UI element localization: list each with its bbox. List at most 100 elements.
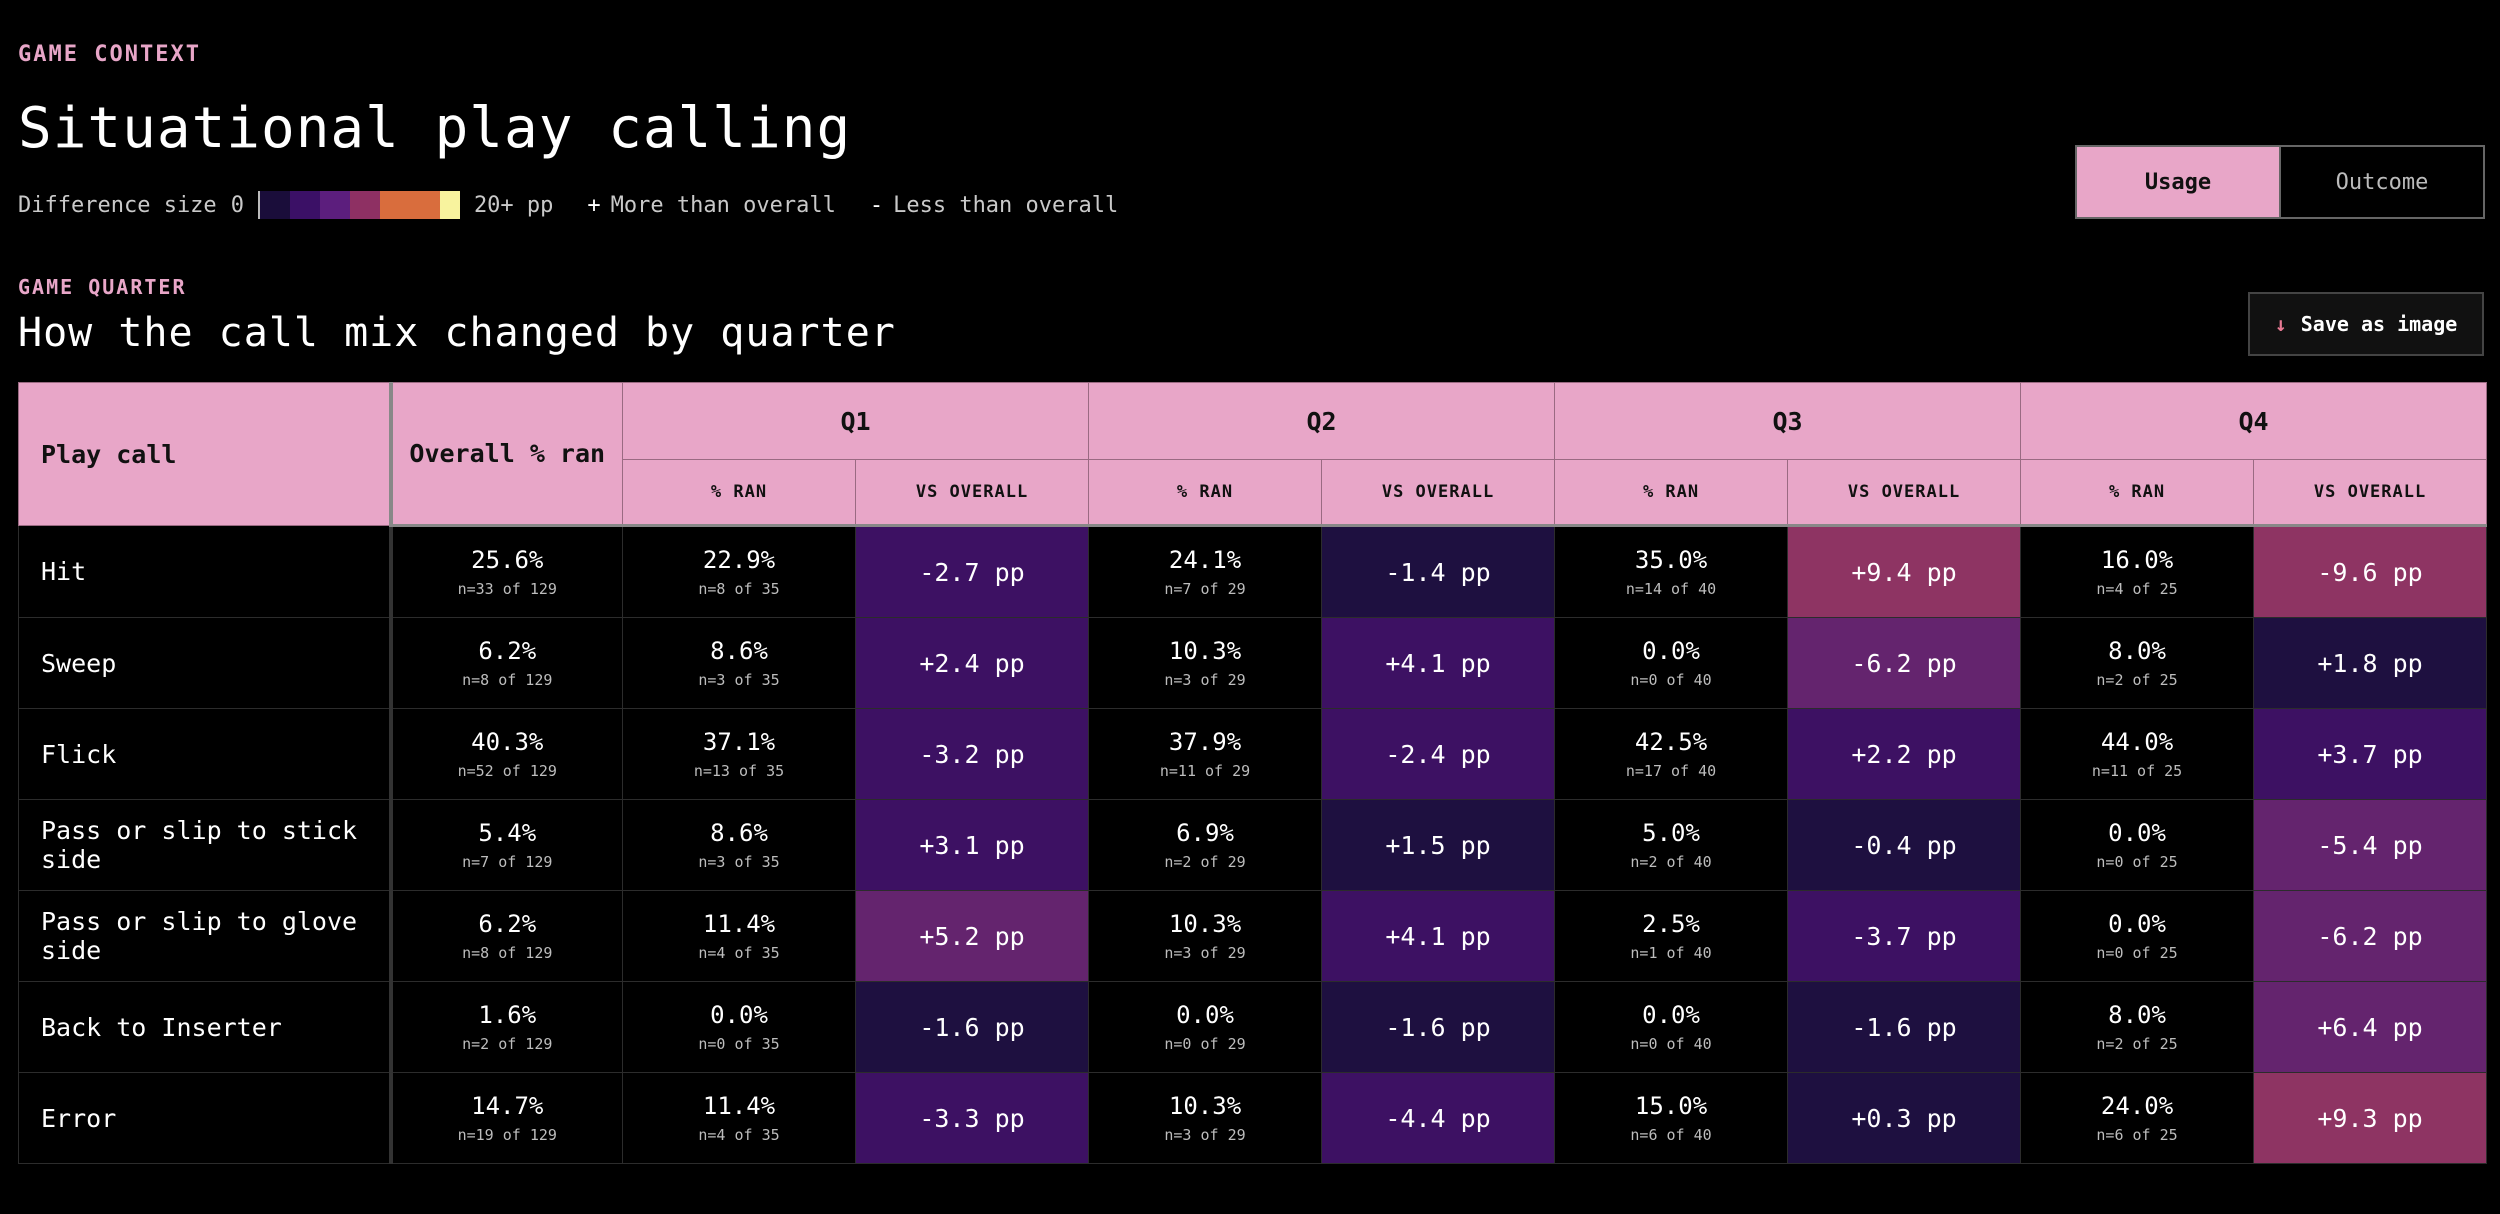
- vs-overall-cell: -1.4 pp: [1321, 525, 1556, 618]
- plus-icon: +: [587, 192, 601, 218]
- overall-pct: 40.3%: [471, 728, 544, 756]
- play-call-label: Pass or slip to glove side: [18, 890, 393, 982]
- quarter-sample: n=3 of 29: [1164, 1126, 1246, 1144]
- quarter-pct: 0.0%: [2108, 819, 2166, 847]
- quarter-pct-cell: 6.9% n=2 of 29: [1088, 799, 1323, 891]
- vs-overall-cell: -9.6 pp: [2253, 525, 2488, 618]
- vs-overall-cell: +4.1 pp: [1321, 890, 1556, 982]
- legend-less-label: Less than overall: [893, 192, 1119, 218]
- legend-min: 0: [230, 192, 244, 218]
- vs-overall-cell: -2.7 pp: [854, 525, 1090, 618]
- vs-overall-cell: +1.8 pp: [2253, 617, 2488, 709]
- quarter-pct-cell: 16.0% n=4 of 25: [2020, 525, 2255, 618]
- vs-overall-cell: +9.3 pp: [2253, 1072, 2488, 1164]
- context-eyebrow: GAME CONTEXT: [18, 42, 201, 67]
- subheader-vs-overall: VS OVERALL: [1321, 459, 1556, 527]
- quarter-sample: n=4 of 35: [698, 1126, 780, 1144]
- quarter-pct: 2.5%: [1642, 910, 1700, 938]
- play-call-label: Hit: [18, 525, 393, 618]
- quarter-pct-cell: 0.0% n=0 of 35: [622, 981, 856, 1073]
- quarter-pct: 16.0%: [2100, 546, 2174, 574]
- vs-overall-cell: +6.4 pp: [2253, 981, 2488, 1073]
- quarter-pct-cell: 42.5% n=17 of 40: [1554, 708, 1789, 800]
- save-button-label: Save as image: [2300, 312, 2458, 336]
- overall-sample: n=19 of 129: [457, 1126, 557, 1144]
- header-q3: Q3: [1554, 382, 2022, 460]
- quarter-pct: 8.6%: [710, 819, 768, 847]
- header-q4: Q4: [2020, 382, 2488, 460]
- table-row: Flick 40.3% n=52 of 129 37.1% n=13 of 35 -3.2…: [18, 708, 2488, 800]
- quarter-pct-cell: 2.5% n=1 of 40: [1554, 890, 1789, 982]
- quarter-pct: 37.9%: [1168, 728, 1242, 756]
- overall-sample: n=7 of 129: [462, 853, 553, 871]
- quarter-sample: n=13 of 35: [693, 762, 785, 780]
- toggle-outcome[interactable]: Outcome: [2279, 147, 2483, 217]
- quarter-pct-cell: 35.0% n=14 of 40: [1554, 525, 1789, 618]
- difference-legend: Difference size 0 20+ pp + More than ove…: [18, 190, 1118, 220]
- overall-sample: n=8 of 129: [462, 671, 553, 689]
- subheader-vs-overall: VS OVERALL: [854, 459, 1090, 527]
- quarter-sample: n=0 of 29: [1164, 1035, 1246, 1053]
- quarter-pct-cell: 0.0% n=0 of 25: [2020, 890, 2255, 982]
- overall-cell: 6.2% n=8 of 129: [390, 890, 623, 982]
- legend-swatch: [439, 191, 460, 219]
- legend-max: 20+ pp: [473, 192, 554, 218]
- vs-overall-cell: +9.4 pp: [1787, 525, 2022, 618]
- quarter-pct: 0.0%: [710, 1001, 768, 1029]
- quarter-pct: 0.0%: [1642, 637, 1700, 665]
- overall-cell: 6.2% n=8 of 129: [390, 617, 623, 709]
- overall-cell: 1.6% n=2 of 129: [390, 981, 623, 1073]
- quarter-pct-cell: 37.9% n=11 of 29: [1088, 708, 1323, 800]
- quarter-pct-cell: 0.0% n=0 of 40: [1554, 617, 1789, 709]
- quarter-pct-cell: 0.0% n=0 of 25: [2020, 799, 2255, 891]
- vs-overall-cell: -6.2 pp: [1787, 617, 2022, 709]
- quarter-pct: 0.0%: [1642, 1001, 1700, 1029]
- subheader-pct-ran: % RAN: [1088, 459, 1323, 527]
- header-overall: Overall % ran: [390, 382, 623, 527]
- toggle-usage[interactable]: Usage: [2077, 147, 2279, 217]
- legend-label: Difference size: [18, 192, 217, 218]
- quarter-pct-cell: 8.6% n=3 of 35: [622, 617, 856, 709]
- quarter-pct: 10.3%: [1168, 910, 1242, 938]
- quarter-pct: 0.0%: [2108, 910, 2166, 938]
- table-row: Back to Inserter 1.6% n=2 of 129 0.0% n=0 of…: [18, 981, 2488, 1073]
- overall-cell: 40.3% n=52 of 129: [390, 708, 623, 800]
- play-call-label: Sweep: [18, 617, 393, 709]
- quarter-pct-cell: 37.1% n=13 of 35: [622, 708, 856, 800]
- vs-overall-cell: +2.2 pp: [1787, 708, 2022, 800]
- quarter-sample: n=0 of 40: [1630, 1035, 1712, 1053]
- subheader-vs-overall: VS OVERALL: [2253, 459, 2488, 527]
- quarter-sample: n=6 of 40: [1630, 1126, 1712, 1144]
- legend-swatch: [379, 191, 410, 219]
- quarter-pct: 10.3%: [1168, 1092, 1242, 1120]
- legend-swatch: [409, 191, 440, 219]
- quarter-pct-cell: 22.9% n=8 of 35: [622, 525, 856, 618]
- legend-swatch: [319, 191, 350, 219]
- quarter-pct: 11.4%: [702, 1092, 776, 1120]
- quarter-sample: n=0 of 25: [2096, 944, 2178, 962]
- overall-pct: 1.6%: [478, 1001, 537, 1029]
- quarter-pct: 0.0%: [1176, 1001, 1234, 1029]
- quarter-pct-cell: 11.4% n=4 of 35: [622, 1072, 856, 1164]
- overall-sample: n=52 of 129: [457, 762, 557, 780]
- subheader-pct-ran: % RAN: [1554, 459, 1789, 527]
- section-eyebrow: GAME QUARTER: [18, 275, 187, 299]
- quarter-pct-cell: 44.0% n=11 of 25: [2020, 708, 2255, 800]
- table-row: Pass or slip to stick side 5.4% n=7 of 129…: [18, 799, 2488, 891]
- quarter-pct-cell: 15.0% n=6 of 40: [1554, 1072, 1789, 1164]
- page-title: Situational play calling: [18, 96, 852, 161]
- quarter-sample: n=11 of 29: [1159, 762, 1251, 780]
- vs-overall-cell: +1.5 pp: [1321, 799, 1556, 891]
- quarter-sample: n=7 of 29: [1164, 580, 1246, 598]
- vs-overall-cell: +3.7 pp: [2253, 708, 2488, 800]
- save-as-image-button[interactable]: ↓ Save as image: [2248, 292, 2484, 356]
- vs-overall-cell: -3.3 pp: [854, 1072, 1090, 1164]
- quarter-pct-cell: 24.1% n=7 of 29: [1088, 525, 1323, 618]
- quarter-pct: 11.4%: [702, 910, 776, 938]
- vs-overall-cell: -2.4 pp: [1321, 708, 1556, 800]
- quarter-sample: n=3 of 35: [698, 853, 780, 871]
- quarter-sample: n=8 of 35: [698, 580, 780, 598]
- overall-cell: 5.4% n=7 of 129: [390, 799, 623, 891]
- quarter-sample: n=3 of 35: [698, 671, 780, 689]
- vs-overall-cell: -1.6 pp: [1321, 981, 1556, 1073]
